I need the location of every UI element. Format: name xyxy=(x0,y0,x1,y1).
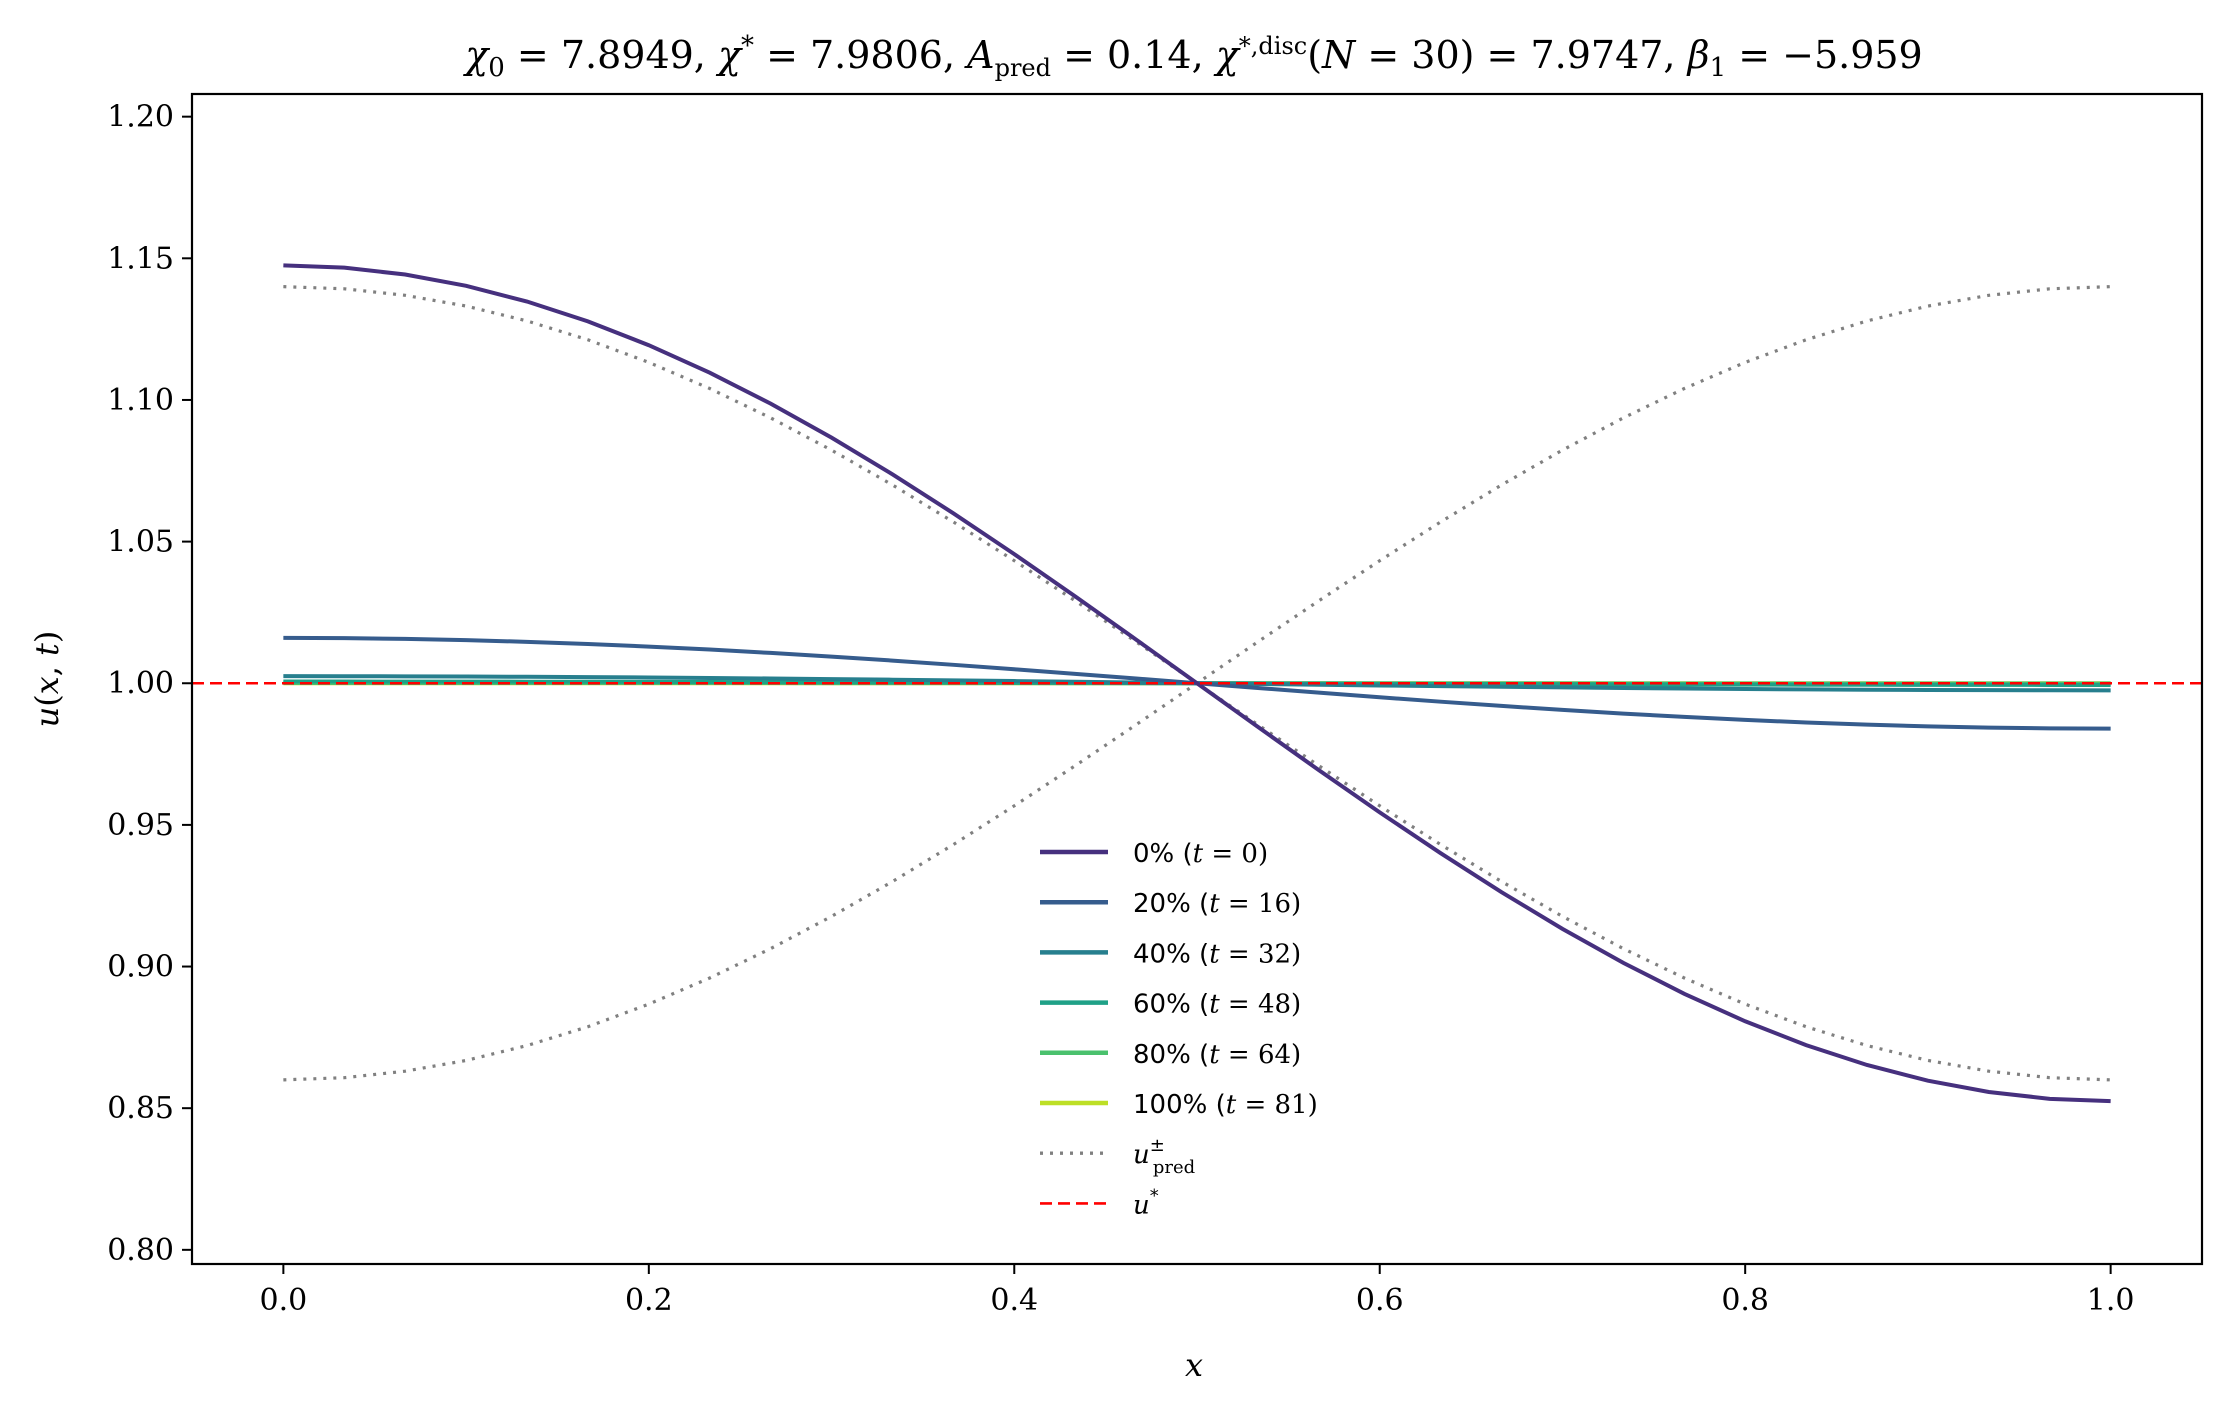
x-axis-ticks: 0.0 0.2 0.4 0.6 0.8 1.0 xyxy=(260,1264,2135,1318)
y-tick-label: 1.05 xyxy=(107,525,174,560)
x-tick-label: 0.2 xyxy=(625,1283,673,1318)
x-tick-label: 0.4 xyxy=(990,1283,1038,1318)
series-layer xyxy=(192,263,2202,1104)
legend-label-7: u* xyxy=(1133,1185,1159,1220)
legend-label-5: 100% (t = 81) xyxy=(1133,1090,1318,1120)
y-axis-ticks: 0.80 0.85 0.90 0.95 1.00 1.05 1.10 1.15 1.20 xyxy=(107,100,192,1268)
x-tick-label: 0.0 xyxy=(260,1283,308,1318)
legend-label-3: 60% (t = 48) xyxy=(1133,990,1301,1020)
legend-label-6: u± pred xyxy=(1133,1135,1195,1178)
legend-label-4: 80% (t = 64) xyxy=(1133,1040,1301,1070)
y-tick-label: 1.10 xyxy=(107,383,174,418)
y-tick-label: 1.20 xyxy=(107,100,174,135)
series-line-0 xyxy=(283,263,2111,1104)
y-tick-label: 0.95 xyxy=(107,808,174,843)
x-axis-label: x xyxy=(1185,1346,1203,1384)
legend-box xyxy=(1020,820,1370,1240)
legend: 0% (t = 0) 20% (t = 16) 40% (t = 32) 60% (t… xyxy=(1020,820,1370,1240)
y-tick-label: 0.80 xyxy=(107,1233,174,1268)
x-tick-label: 0.8 xyxy=(1721,1283,1769,1318)
x-tick-label: 0.6 xyxy=(1356,1283,1404,1318)
y-tick-label: 1.00 xyxy=(107,666,174,701)
plot-area xyxy=(190,92,2204,1266)
chart-title: χ0 = 7.8949, χ* = 7.9806, Apred = 0.14, … xyxy=(462,31,1922,83)
x-tick-label: 1.0 xyxy=(2087,1283,2135,1318)
legend-label-2: 40% (t = 32) xyxy=(1133,939,1301,969)
legend-label-1: 20% (t = 16) xyxy=(1133,889,1301,919)
y-tick-label: 1.15 xyxy=(107,241,174,276)
legend-label-0: 0% (t = 0) xyxy=(1133,839,1268,869)
y-axis-label: u(x, t) xyxy=(28,631,66,728)
y-tick-label: 0.90 xyxy=(107,950,174,985)
axes-frame xyxy=(190,92,2204,1266)
y-tick-label: 0.85 xyxy=(107,1091,174,1126)
